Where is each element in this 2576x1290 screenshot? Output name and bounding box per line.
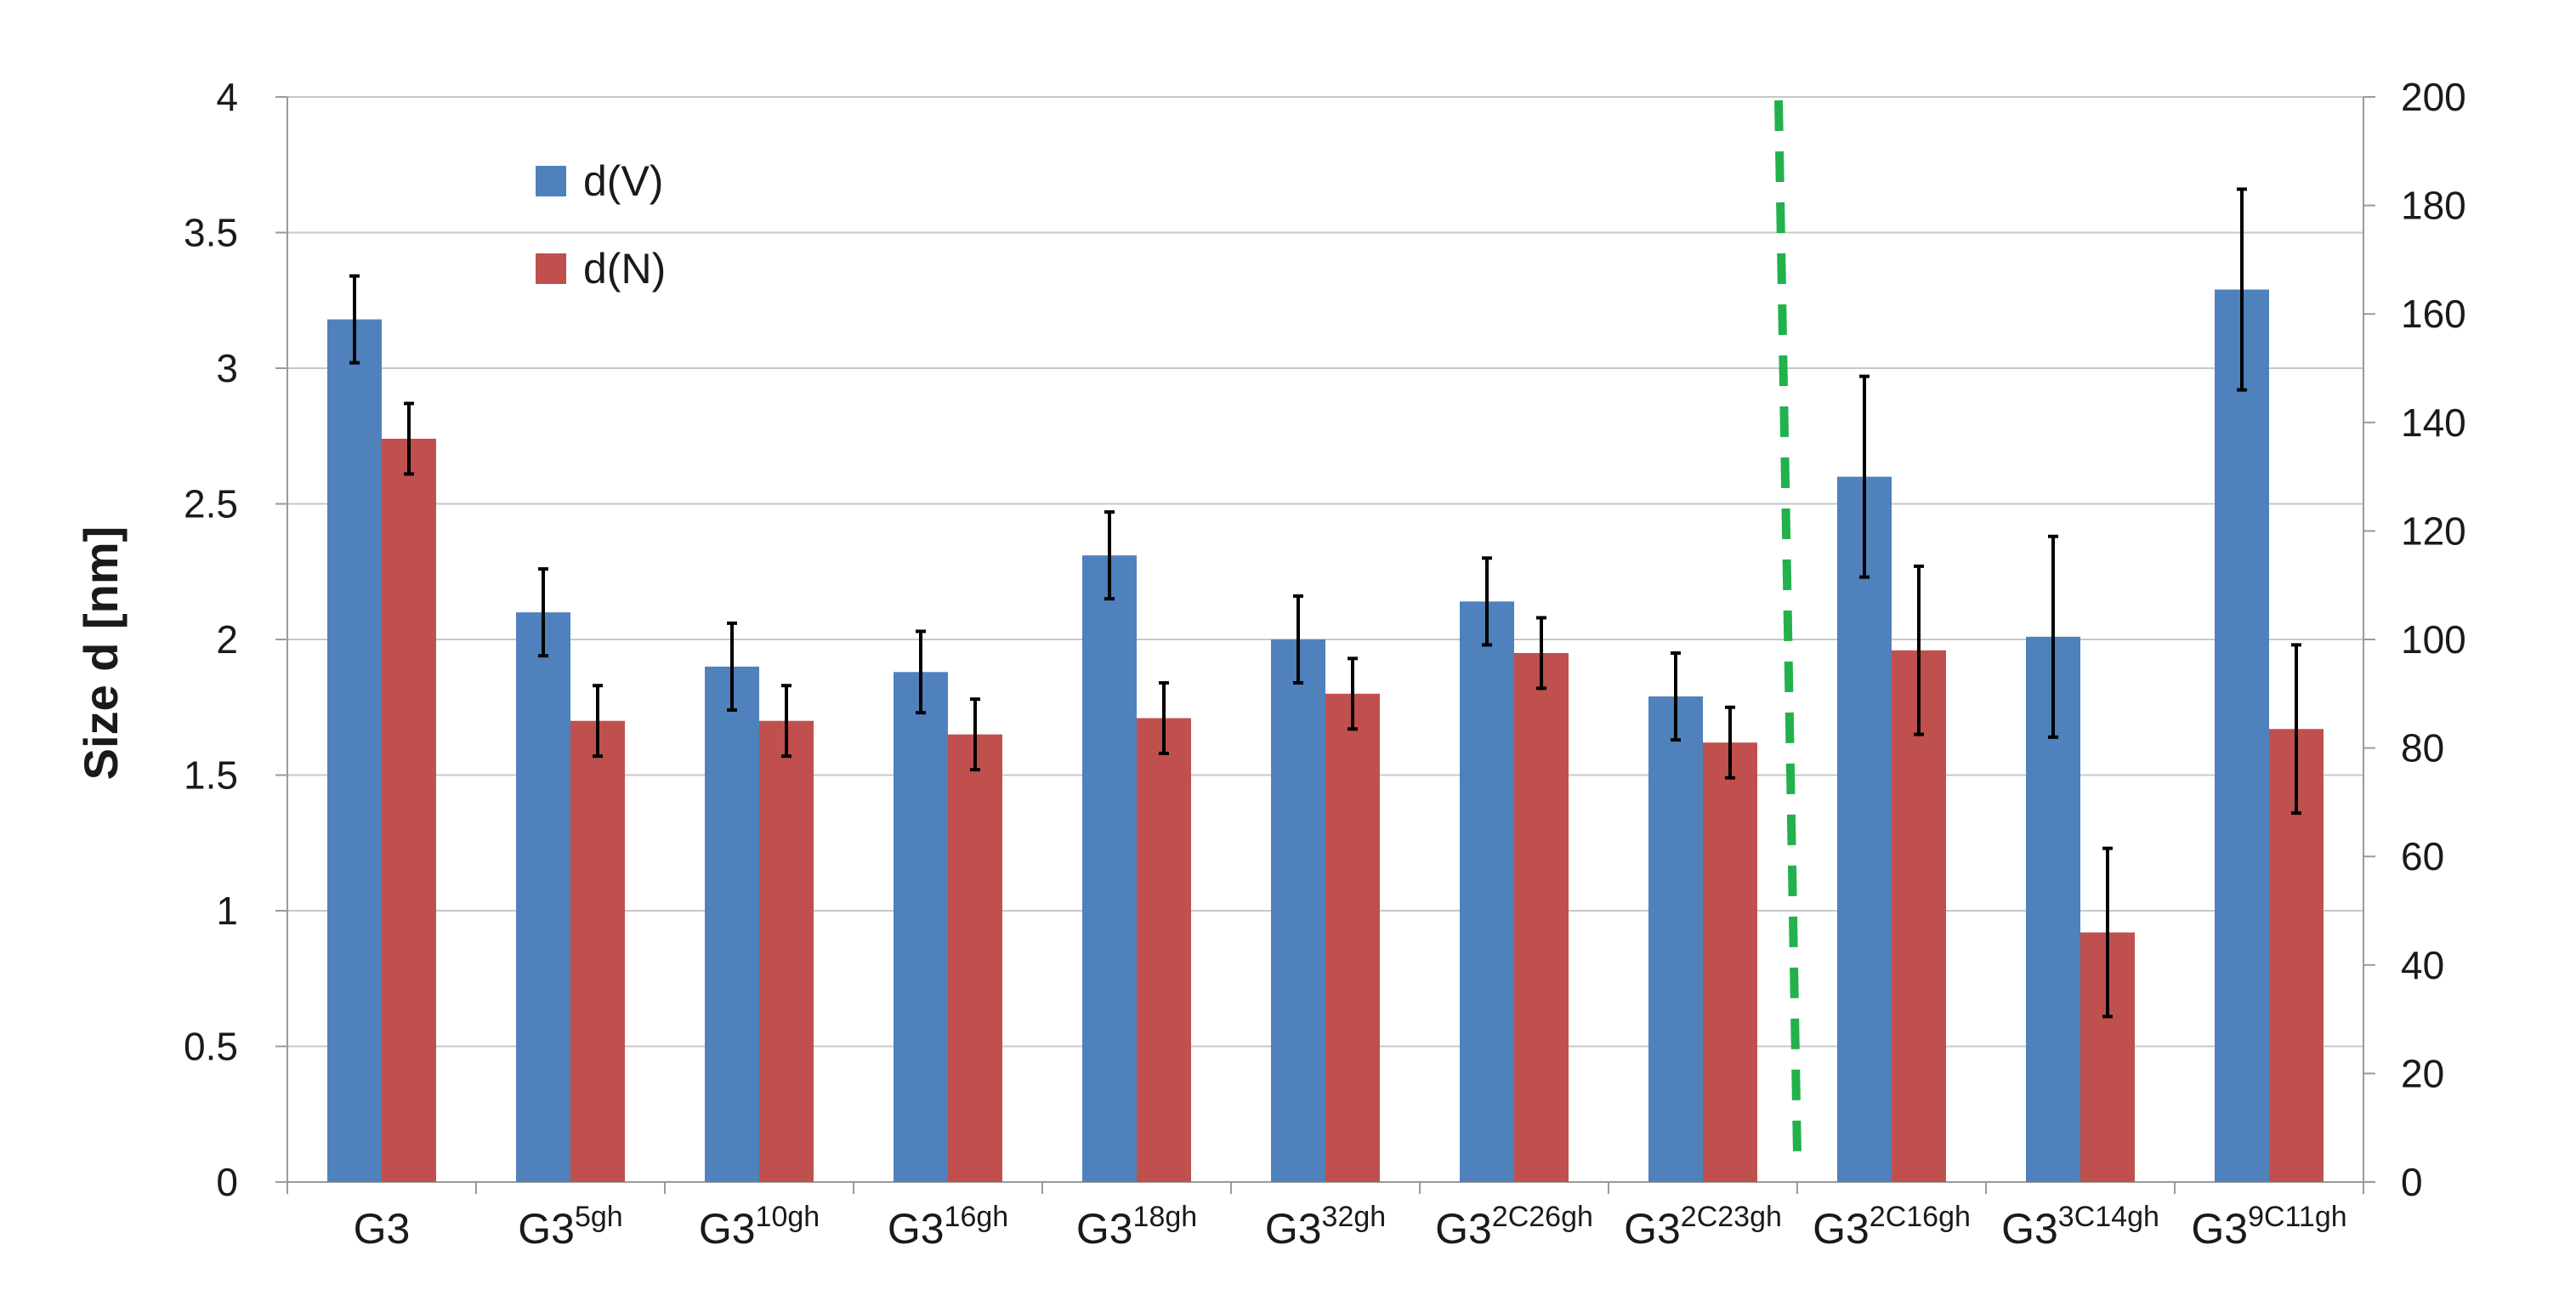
y-tick-label: 1.5	[184, 753, 238, 798]
x-category-label: G32C23gh	[1624, 1201, 1782, 1253]
divider-dashed-line	[1774, 99, 1801, 1156]
y2-axis-ticks: 0 20 40 60 80 100 120 140 160 180 200	[2363, 75, 2466, 1204]
bar-dv	[1082, 555, 1137, 1182]
bar-dn	[1137, 718, 1191, 1182]
x-category-label: G310gh	[699, 1201, 820, 1253]
x-category-label: G33C14gh	[2001, 1201, 2159, 1253]
bar-dn	[759, 720, 814, 1182]
y2-tick-label: 180	[2401, 184, 2466, 228]
legend: d(V) d(N)	[536, 157, 666, 293]
y2-tick-label: 80	[2401, 726, 2444, 770]
y-tick-label: 2	[216, 617, 238, 662]
bar-dv	[894, 672, 948, 1182]
x-category-label: G32C26gh	[1435, 1201, 1593, 1253]
legend-label-dv: d(V)	[583, 157, 663, 205]
x-category-label: G39C11gh	[2191, 1201, 2346, 1253]
y-axis-ticks: 0 0.5 1 1.5 2 2.5 3 3.5 4	[184, 75, 238, 1204]
bar-dv	[705, 666, 759, 1182]
x-category-label: G316gh	[888, 1201, 1008, 1253]
x-category-label: G318gh	[1076, 1201, 1197, 1253]
y2-tick-label: 40	[2401, 943, 2444, 987]
bar-dv	[327, 319, 382, 1183]
y-tick-label: 1	[216, 889, 238, 933]
y2-tick-label: 100	[2401, 617, 2466, 662]
legend-swatch-dn	[536, 253, 566, 284]
bar-dv	[1837, 476, 1892, 1182]
legend-label-dn: d(N)	[583, 245, 666, 293]
bar-dn	[1514, 652, 1569, 1182]
bar-dv	[1460, 601, 1514, 1182]
x-category-label: G32C16gh	[1813, 1201, 1971, 1253]
y-tick-label: 4	[216, 75, 238, 119]
y2-tick-label: 120	[2401, 509, 2466, 553]
y-axis-label: Size d [nm]	[74, 526, 128, 781]
legend-swatch-dv	[536, 166, 566, 196]
bar-dv	[1271, 639, 1325, 1182]
bar-dn	[570, 720, 625, 1182]
y2-tick-label: 140	[2401, 401, 2466, 445]
bar-dn	[1325, 693, 1380, 1182]
y2-tick-label: 20	[2401, 1051, 2444, 1095]
x-category-label: G332gh	[1265, 1201, 1386, 1253]
y2-tick-label: 0	[2401, 1160, 2423, 1204]
bar-dv	[2215, 289, 2269, 1182]
y-tick-label: 2.5	[184, 482, 238, 526]
bar-dn	[382, 438, 436, 1182]
error-bars	[349, 187, 2301, 1019]
bars	[327, 289, 2324, 1183]
bar-dv	[1648, 696, 1703, 1182]
bar-dv	[516, 612, 570, 1182]
y-tick-label: 3.5	[184, 211, 238, 255]
y-tick-label: 0	[216, 1160, 238, 1204]
x-category-label: G3	[354, 1205, 411, 1253]
bar-dn	[1892, 650, 1946, 1182]
x-axis-categories: G3 G35gh G310gh G316gh G318gh G332gh G32C26gh G…	[354, 1201, 2347, 1253]
bar-dn	[1703, 742, 1757, 1182]
y-tick-label: 0.5	[184, 1025, 238, 1069]
y-tick-label: 3	[216, 346, 238, 390]
y2-tick-label: 200	[2401, 75, 2466, 119]
divider-line	[1774, 99, 1801, 1156]
y2-tick-label: 60	[2401, 834, 2444, 878]
x-category-label: G35gh	[518, 1201, 622, 1253]
y2-tick-label: 160	[2401, 292, 2466, 336]
bar-dn	[948, 734, 1002, 1182]
